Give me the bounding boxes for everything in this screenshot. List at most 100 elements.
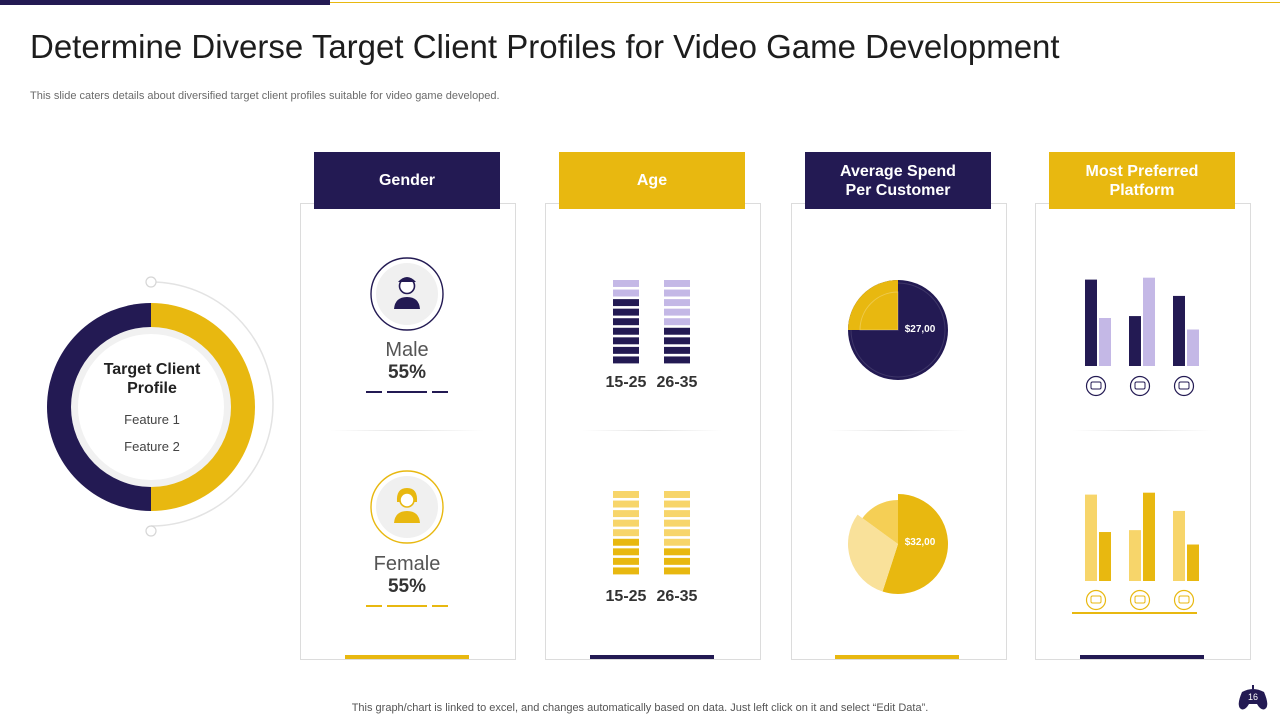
age-stack-segment: [664, 337, 690, 345]
page-subtitle: This slide caters details about diversif…: [30, 90, 500, 102]
platform-header-text: Most Preferred Platform: [1085, 162, 1199, 199]
age-stack-segment: [613, 491, 639, 498]
spend-bottom-pie-slice-3: [862, 500, 898, 544]
profile-donut-center: [78, 334, 224, 480]
gender-divider: [330, 430, 484, 431]
age-stack-segment: [613, 299, 639, 307]
male-avatar-icon: [370, 257, 444, 331]
platform-bar: [1173, 510, 1185, 581]
spend-top-value: $27,00: [904, 324, 936, 335]
age-stack-segment: [613, 557, 639, 565]
age-stack-segment: [664, 548, 690, 556]
age-stack-segment: [664, 567, 690, 575]
platform-card-bottom-bar: [1080, 655, 1204, 659]
slide-number: 16: [1247, 692, 1258, 702]
profile-arc-dot-bottom: [145, 525, 157, 537]
age-stack-segment: [664, 280, 690, 287]
age-top-label-26-35: 26-35: [656, 374, 698, 391]
age-card: [545, 203, 761, 660]
platform-top-icon-row: [1085, 375, 1195, 397]
profile-title: Target Client Profile: [103, 361, 201, 397]
age-header: Age: [559, 152, 745, 209]
age-stack-segment: [613, 337, 639, 345]
age-stack-segment: [664, 308, 690, 316]
profile-outer-arc-top: [150, 281, 274, 405]
age-card-bottom-bar: [590, 655, 714, 659]
age-bottom-label-15-25: 15-25: [605, 588, 647, 605]
platform-bar: [1187, 329, 1199, 366]
age-top-stack-26-35: [664, 280, 690, 366]
age-stack-segment: [613, 529, 639, 537]
platform-bar: [1187, 544, 1199, 581]
platform-header: Most Preferred Platform: [1049, 152, 1235, 209]
spend-bottom-value: $32,00: [904, 537, 936, 548]
gender-card-bottom-bar: [345, 655, 469, 659]
platform-bar: [1129, 316, 1141, 366]
age-top-label-15-25: 15-25: [605, 374, 647, 391]
profile-feature-2: Feature 2: [124, 439, 180, 454]
age-stack-segment: [613, 519, 639, 527]
age-bottom-label-26-35: 26-35: [656, 588, 698, 605]
age-bottom-stack-15-25: [613, 491, 639, 577]
top-accent-line: [330, 2, 1280, 3]
age-top-stack-15-25: [613, 280, 639, 366]
spend-bottom-pie-slice-1: [882, 494, 948, 594]
female-percent: 55%: [387, 576, 427, 597]
age-stack-segment: [613, 346, 639, 354]
age-stack-segment: [664, 327, 690, 335]
spend-header-text: Average Spend Per Customer: [840, 162, 956, 199]
platform-bar: [1129, 530, 1141, 581]
age-stack-segment: [664, 318, 690, 326]
age-stack-segment: [613, 327, 639, 335]
age-stack-segment: [664, 299, 690, 307]
age-stack-segment: [664, 529, 690, 537]
gender-header: Gender: [314, 152, 500, 209]
age-stack-segment: [664, 510, 690, 518]
spend-bottom-pie: [848, 494, 948, 594]
age-stack-segment: [613, 567, 639, 575]
platform-bottom-icon-row: [1085, 589, 1195, 611]
female-avatar-icon: [370, 470, 444, 544]
age-stack-segment: [613, 548, 639, 556]
top-accent-bar: [0, 0, 330, 5]
female-underline: [366, 605, 448, 607]
platform-bar: [1085, 494, 1097, 581]
footnote: This graph/chart is linked to excel, and…: [351, 702, 929, 714]
spend-card-bottom-bar: [835, 655, 959, 659]
gender-header-text: Gender: [378, 172, 435, 189]
age-stack-segment: [613, 280, 639, 287]
age-bottom-stack-26-35: [664, 491, 690, 577]
male-underline: [366, 391, 448, 393]
spend-divider: [828, 430, 968, 431]
spend-header: Average Spend Per Customer: [805, 152, 991, 209]
platform-bottom-bar-chart: [1085, 492, 1199, 581]
age-stack-segment: [664, 289, 690, 297]
age-stack-segment: [613, 500, 639, 508]
age-stack-segment: [664, 538, 690, 546]
platform-bar: [1099, 532, 1111, 581]
age-stack-segment: [613, 308, 639, 316]
age-stack-segment: [664, 557, 690, 565]
platform-divider: [1072, 430, 1212, 431]
age-stack-segment: [613, 289, 639, 297]
gamepad-icon: [1129, 375, 1151, 397]
spend-bottom-pie-slice-2: [848, 514, 898, 592]
console-icon: [1085, 375, 1107, 397]
spend-top-pie-slice-gold: [848, 280, 898, 330]
female-label: Female: [373, 553, 441, 575]
gamepad-icon: [1129, 589, 1151, 611]
slide-number-gamepad-icon: [1238, 685, 1268, 710]
profile-outer-arc-bottom: [150, 403, 274, 527]
monitor-icon: [1173, 375, 1195, 397]
platform-top-bar-chart: [1085, 277, 1199, 366]
console-icon: [1085, 589, 1107, 611]
male-percent: 55%: [387, 362, 427, 383]
male-label: Male: [385, 339, 429, 361]
age-stack-segment: [613, 318, 639, 326]
monitor-icon: [1173, 589, 1195, 611]
profile-arc-dot-top: [145, 276, 157, 288]
profile-feature-1: Feature 1: [124, 412, 180, 427]
platform-bar: [1099, 318, 1111, 366]
age-stack-segment: [613, 356, 639, 364]
page-title: Determine Diverse Target Client Profiles…: [30, 28, 1060, 65]
